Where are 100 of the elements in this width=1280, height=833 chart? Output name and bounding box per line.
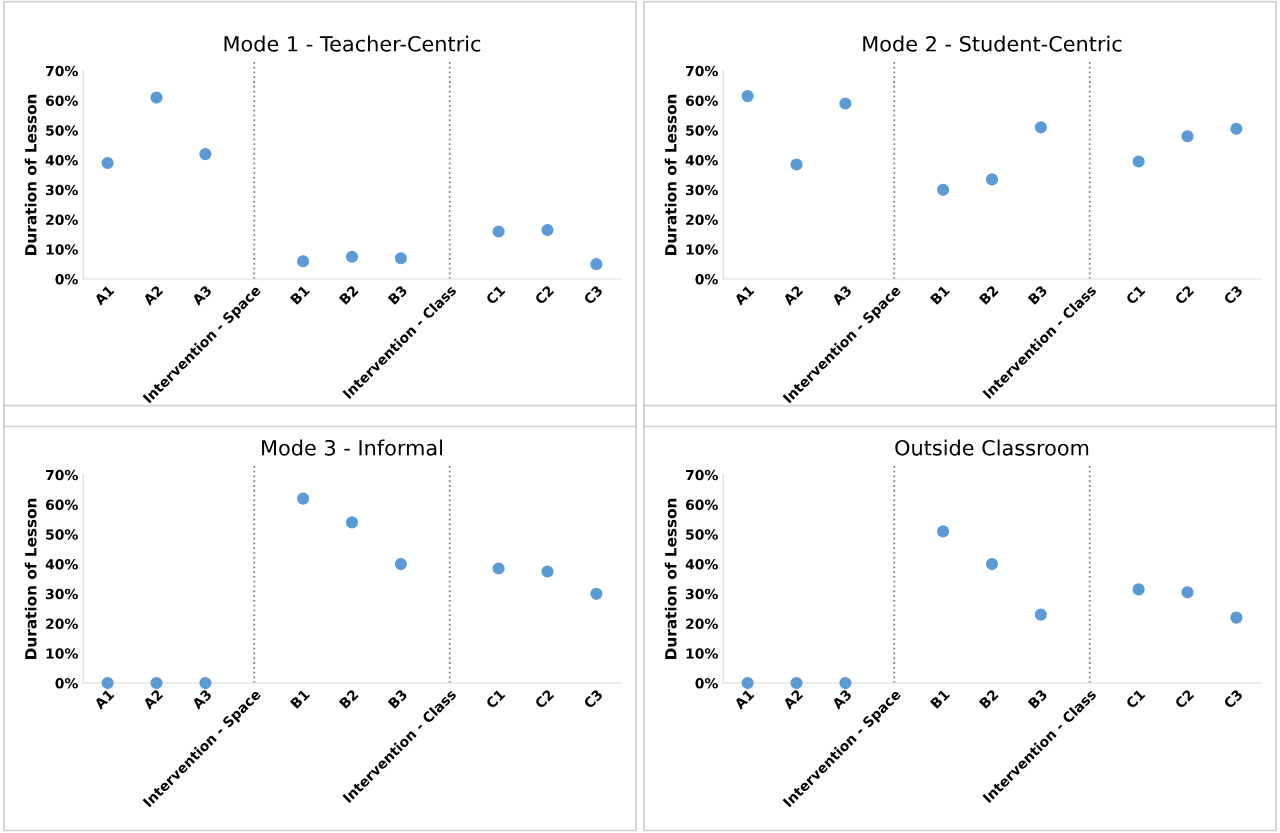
point <box>1181 130 1194 143</box>
y-tick-label: 0% <box>695 274 718 285</box>
point <box>1034 608 1047 621</box>
x-tick-label: C3 <box>582 284 604 306</box>
point <box>1230 611 1243 624</box>
y-tick-label: 30% <box>686 184 718 196</box>
y-tick-label: 60% <box>45 95 78 107</box>
point <box>1230 122 1243 135</box>
point <box>937 525 950 538</box>
point <box>985 173 999 186</box>
y-tick-label: 60% <box>685 499 718 511</box>
point <box>790 158 803 171</box>
y-tick-label: 50% <box>686 529 718 540</box>
point <box>839 676 852 690</box>
x-tick-label: B2 <box>978 688 999 709</box>
y-tick-label: 10% <box>686 244 718 255</box>
point <box>150 91 163 104</box>
x-tick-label: B3 <box>387 284 408 305</box>
point <box>790 676 803 690</box>
point <box>101 676 114 690</box>
y-tick-label: 10% <box>686 648 718 659</box>
y-tick-label: 60% <box>685 95 718 107</box>
x-tick-label: A2 <box>142 688 164 710</box>
y-tick-label: 0% <box>55 274 78 285</box>
x-tick-label: A3 <box>191 688 213 710</box>
x-tick-label: B1 <box>290 688 310 709</box>
x-tick-label: B2 <box>978 284 999 305</box>
x-tick-label: A1 <box>93 284 115 306</box>
y-tick-label: 50% <box>46 529 78 540</box>
chart-title: Outside Classroom <box>895 439 1089 456</box>
y-tick-label: 70% <box>46 469 78 481</box>
chart-title: Mode 1 - Teacher-Centric <box>224 35 481 52</box>
y-tick-label: 20% <box>686 618 718 630</box>
point <box>199 148 212 161</box>
x-tick-label: B3 <box>1027 688 1048 709</box>
point <box>345 516 359 529</box>
x-tick-label: A3 <box>831 284 853 306</box>
x-tick-label: C1 <box>485 688 506 710</box>
x-tick-label: C1 <box>485 284 506 306</box>
x-tick-label: C3 <box>582 688 604 710</box>
point <box>985 557 999 571</box>
x-tick-label: A2 <box>142 284 164 306</box>
y-tick-label: 40% <box>45 559 78 570</box>
point <box>150 676 163 690</box>
x-tick-label: C1 <box>1125 284 1146 306</box>
x-tick-label: B2 <box>338 688 359 709</box>
point <box>937 183 950 196</box>
x-tick-label: B2 <box>338 284 359 305</box>
x-tick-label: B1 <box>930 284 950 305</box>
point <box>492 562 505 575</box>
x-tick-label: A3 <box>191 284 213 306</box>
y-tick-label: 20% <box>46 618 78 630</box>
x-tick-label: A1 <box>93 688 115 710</box>
point <box>394 252 407 265</box>
point <box>590 258 603 271</box>
x-tick-label: C3 <box>1222 284 1244 306</box>
y-tick-label: 0% <box>55 678 78 689</box>
x-tick-label: C2 <box>534 284 555 306</box>
y-tick-label: 50% <box>46 125 78 136</box>
point <box>541 223 554 237</box>
y-tick-label: 70% <box>686 65 718 77</box>
y-tick-label: 30% <box>46 588 78 600</box>
point <box>199 676 212 690</box>
x-tick-label: A2 <box>782 688 804 710</box>
point <box>492 225 505 238</box>
x-tick-label: C1 <box>1125 688 1146 710</box>
point <box>1034 121 1047 134</box>
x-tick-label: C3 <box>1222 688 1244 710</box>
x-tick-label: A1 <box>733 284 755 306</box>
point <box>541 565 554 578</box>
point <box>345 250 359 263</box>
x-tick-label: B3 <box>387 688 408 709</box>
x-tick-label: C2 <box>534 688 555 710</box>
y-axis-title: Duration of Lesson <box>24 94 37 255</box>
point <box>394 557 407 571</box>
y-axis-title: Duration of Lesson <box>24 498 37 659</box>
point <box>297 255 310 268</box>
y-tick-label: 20% <box>686 214 718 226</box>
x-tick-label: A3 <box>831 688 853 710</box>
y-tick-label: 20% <box>46 214 78 226</box>
point <box>839 97 852 110</box>
y-tick-label: 30% <box>46 184 78 196</box>
point <box>1132 583 1145 596</box>
point <box>1132 155 1145 168</box>
y-axis-title: Duration of Lesson <box>664 498 677 659</box>
point <box>741 90 754 103</box>
x-tick-label: B1 <box>290 284 310 305</box>
x-tick-label: B1 <box>930 688 950 709</box>
x-tick-label: B3 <box>1027 284 1048 305</box>
y-tick-label: 40% <box>45 155 78 166</box>
x-tick-label: C2 <box>1174 688 1195 710</box>
point <box>1181 586 1194 599</box>
chart-title: Mode 3 - Informal <box>262 439 442 456</box>
y-axis-title: Duration of Lesson <box>664 94 677 255</box>
x-tick-label: A2 <box>782 284 804 306</box>
y-tick-label: 70% <box>686 469 718 481</box>
y-tick-label: 0% <box>695 678 718 689</box>
y-tick-label: 70% <box>46 65 78 77</box>
y-tick-label: 60% <box>45 499 78 511</box>
point <box>101 156 114 170</box>
